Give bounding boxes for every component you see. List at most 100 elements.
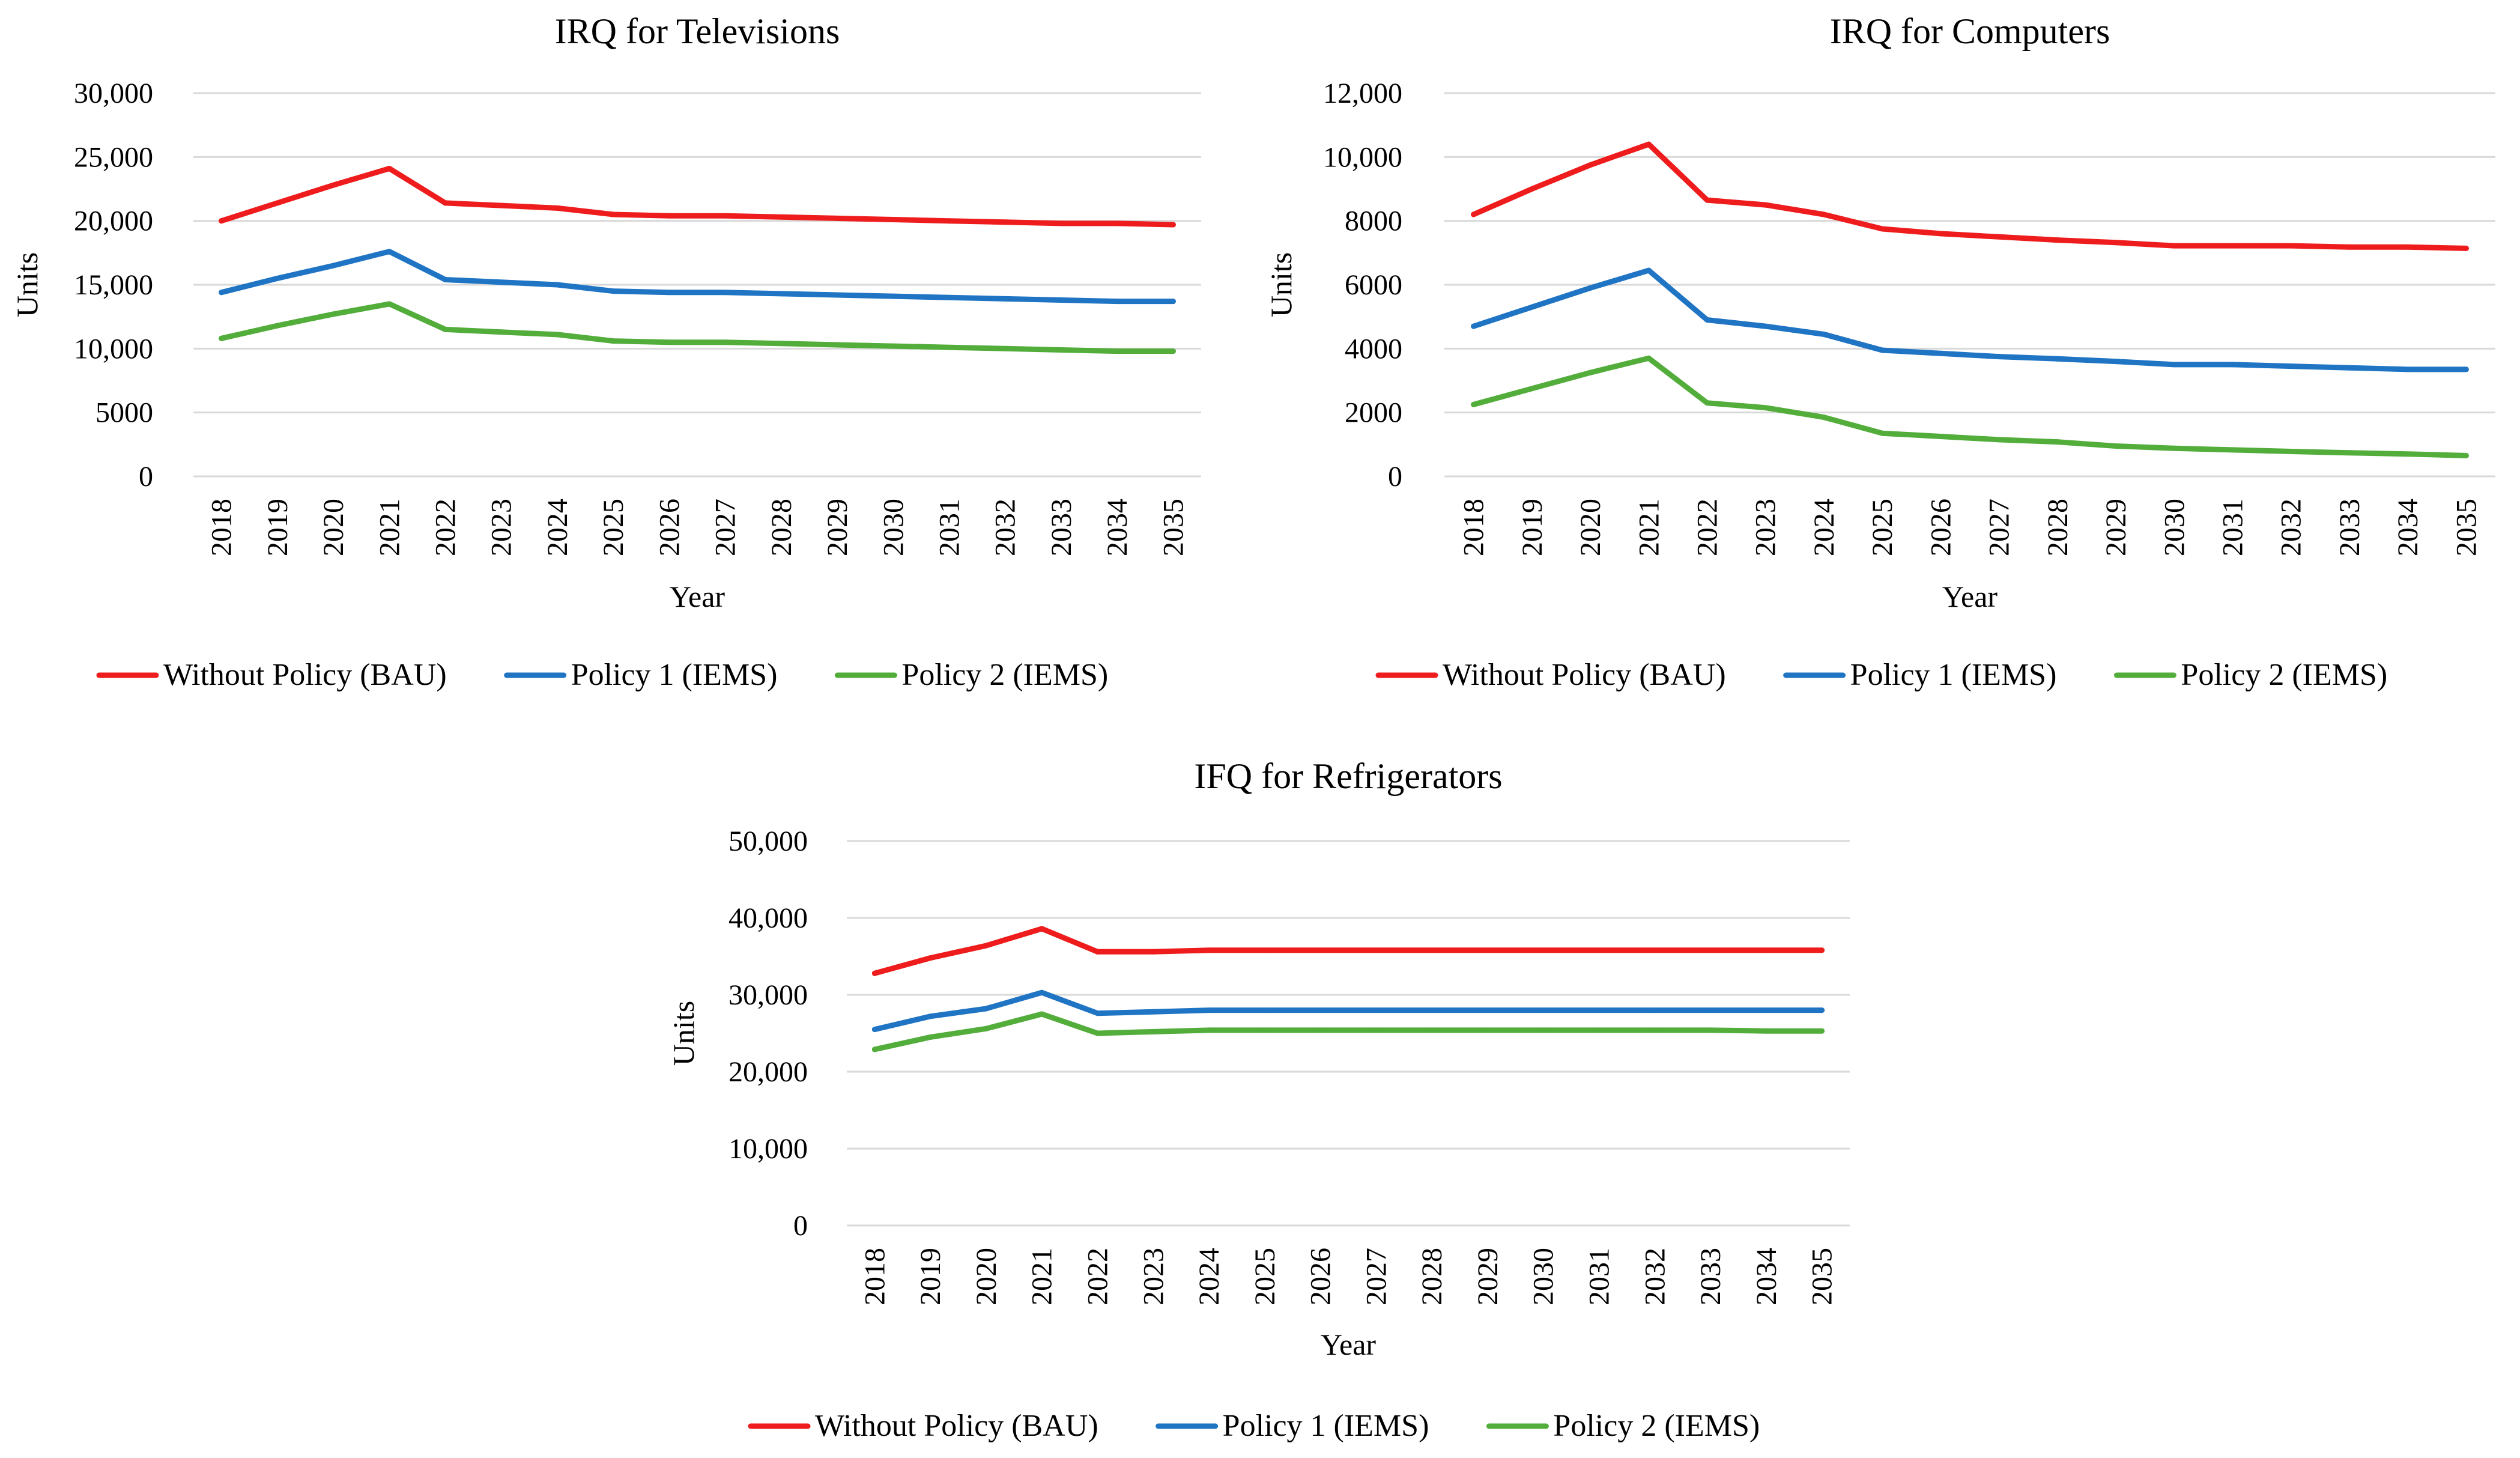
- data-point: [1429, 1007, 1435, 1013]
- data-point: [1058, 297, 1064, 303]
- x-tick-label: 2027: [1984, 499, 2016, 556]
- y-tick-label: 2000: [1345, 397, 1402, 429]
- data-point: [1652, 1007, 1658, 1013]
- x-tick-label: 2035: [1157, 499, 1189, 556]
- data-point: [1763, 1028, 1769, 1034]
- y-tick-label: 25,000: [74, 141, 153, 173]
- data-point: [1529, 304, 1535, 310]
- data-point: [2055, 237, 2061, 243]
- x-tick-label: 2030: [1528, 1248, 1560, 1305]
- y-tick-label: 8000: [1345, 205, 1402, 237]
- data-point: [1373, 1027, 1379, 1033]
- x-tick-label: 2027: [1360, 1248, 1392, 1305]
- x-tick-label: 2029: [822, 499, 853, 556]
- y-tick-label: 10,000: [728, 1133, 808, 1165]
- data-point: [1652, 1027, 1658, 1033]
- data-point: [498, 202, 504, 208]
- y-axis-label: Units: [667, 1001, 700, 1066]
- y-tick-label: 20,000: [728, 1056, 808, 1088]
- x-tick-label: 2023: [486, 499, 518, 556]
- data-point: [1471, 323, 1477, 329]
- data-point: [1318, 947, 1324, 953]
- x-tick-label: 2019: [915, 1248, 947, 1305]
- data-point: [498, 279, 504, 285]
- data-point: [1763, 202, 1769, 208]
- data-point: [1529, 386, 1535, 392]
- data-point: [1879, 430, 1885, 436]
- x-tick-label: 2025: [1867, 499, 1898, 556]
- legend-label: Policy 2 (IEMS): [901, 658, 1108, 692]
- y-tick-label: 10,000: [74, 333, 153, 365]
- data-point: [1596, 947, 1602, 953]
- data-point: [2113, 359, 2119, 365]
- x-tick-label: 2029: [1472, 1248, 1504, 1305]
- data-point: [1485, 947, 1491, 953]
- x-tick-label: 2018: [206, 499, 238, 556]
- data-point: [2288, 449, 2294, 455]
- data-point: [2288, 363, 2294, 369]
- data-point: [1039, 1011, 1045, 1017]
- x-tick-label: 2030: [2158, 499, 2190, 556]
- series-line-1: [871, 989, 1825, 1033]
- x-tick-label: 2025: [598, 499, 629, 556]
- x-tick-label: 2023: [1137, 1248, 1169, 1305]
- data-point: [778, 291, 784, 297]
- data-point: [1262, 947, 1268, 953]
- data-point: [1540, 1007, 1546, 1013]
- data-point: [2288, 243, 2294, 249]
- x-tick-label: 2034: [1101, 499, 1133, 556]
- data-point: [1095, 1030, 1100, 1036]
- data-point: [1819, 1028, 1825, 1034]
- data-point: [443, 326, 448, 332]
- data-point: [1206, 947, 1212, 953]
- data-point: [722, 339, 728, 345]
- x-tick-label: 2024: [542, 499, 574, 556]
- data-point: [1429, 947, 1435, 953]
- data-point: [330, 182, 336, 188]
- data-point: [219, 335, 225, 341]
- data-point: [1058, 347, 1064, 353]
- legend-label: Policy 2 (IEMS): [2181, 658, 2387, 692]
- data-point: [2230, 243, 2235, 249]
- y-axis-label: Units: [10, 252, 44, 317]
- data-point: [219, 218, 225, 224]
- data-point: [1485, 1027, 1491, 1033]
- data-point: [927, 955, 933, 961]
- data-point: [1150, 1028, 1156, 1034]
- data-point: [1002, 296, 1008, 302]
- data-point: [386, 249, 392, 255]
- x-tick-label: 2026: [1925, 499, 1957, 556]
- series-line-2: [1471, 355, 2469, 458]
- data-point: [1879, 347, 1885, 353]
- data-point: [2113, 240, 2119, 246]
- data-point: [1150, 949, 1156, 955]
- data-point: [1704, 400, 1710, 406]
- chart-title: IRQ for Televisions: [555, 11, 840, 51]
- data-point: [890, 343, 896, 349]
- data-point: [2405, 366, 2411, 372]
- data-point: [443, 276, 448, 282]
- data-point: [1429, 1027, 1435, 1033]
- y-tick-label: 12,000: [1323, 77, 1402, 109]
- x-tick-label: 2018: [859, 1248, 891, 1305]
- x-tick-label: 2031: [2217, 499, 2249, 556]
- data-point: [2055, 356, 2061, 362]
- legend-item: Without Policy (BAU): [748, 1409, 1098, 1443]
- chart-title: IFQ for Refrigerators: [1194, 756, 1502, 796]
- x-tick-label: 2035: [2450, 499, 2482, 556]
- data-point: [722, 213, 728, 219]
- series-line-0: [219, 166, 1176, 228]
- x-tick-label: 2026: [1305, 1248, 1337, 1305]
- data-point: [1821, 415, 1827, 421]
- data-point: [1095, 1010, 1100, 1016]
- data-point: [1318, 1007, 1324, 1013]
- x-axis-label: Year: [1942, 580, 1998, 613]
- chart-title: IRQ for Computers: [1830, 11, 2110, 51]
- data-point: [890, 293, 896, 299]
- data-point: [386, 301, 392, 307]
- data-point: [2346, 244, 2352, 250]
- data-point: [386, 165, 392, 171]
- data-point: [1937, 231, 1943, 237]
- y-tick-label: 40,000: [728, 902, 808, 934]
